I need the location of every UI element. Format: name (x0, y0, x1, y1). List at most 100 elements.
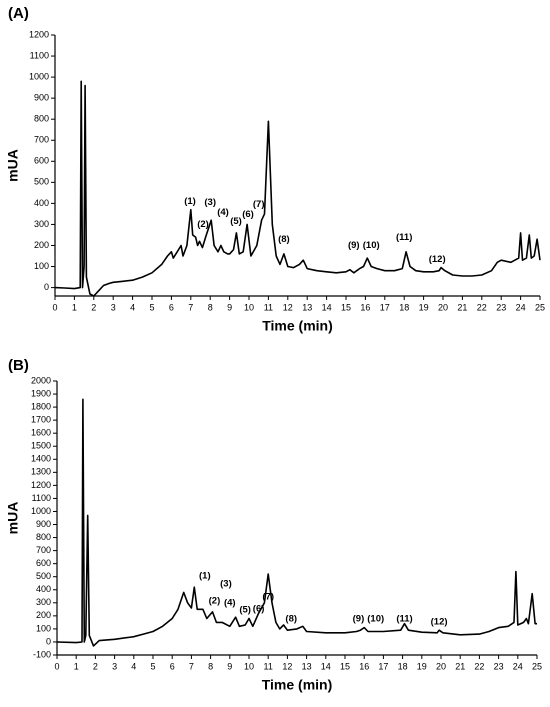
peak-label: (8) (278, 234, 290, 245)
x-tick-label: 22 (474, 661, 484, 671)
x-tick-label: 3 (112, 661, 117, 671)
x-tick-label: 1 (72, 302, 77, 312)
panel-title: (A) (8, 5, 29, 22)
x-tick-label: 15 (341, 302, 351, 312)
y-tick-label: 800 (34, 114, 49, 124)
x-tick-label: 16 (359, 661, 369, 671)
x-tick-label: 1 (74, 661, 79, 671)
peak-label: (2) (209, 595, 221, 606)
peak-label: (11) (396, 232, 412, 243)
y-tick-label: 1500 (31, 441, 51, 451)
y-tick-label: 2000 (31, 375, 51, 385)
x-tick-label: 11 (264, 302, 273, 312)
x-tick-label: 8 (208, 661, 213, 671)
x-tick-label: 4 (131, 661, 136, 671)
x-tick-label: 7 (188, 302, 193, 312)
x-tick-label: 11 (264, 661, 273, 671)
y-tick-label: 1300 (31, 467, 51, 477)
x-tick-label: 25 (535, 302, 545, 312)
peak-label: (1) (199, 571, 211, 582)
x-tick-label: 8 (208, 302, 213, 312)
y-axis-label: mUA (5, 502, 21, 535)
x-tick-label: 23 (494, 661, 504, 671)
y-tick-label: 1000 (29, 71, 49, 81)
peak-label: (9) (353, 614, 365, 625)
peak-label: (5) (230, 216, 242, 227)
peak-label: (3) (220, 579, 232, 590)
y-tick-label: 0 (46, 636, 51, 646)
peak-label: (10) (363, 240, 380, 251)
x-tick-label: 24 (513, 661, 523, 671)
x-tick-label: 10 (244, 302, 254, 312)
x-tick-label: 20 (438, 302, 448, 312)
peak-label: (6) (242, 209, 254, 220)
x-tick-label: 21 (457, 302, 467, 312)
peak-label: (2) (197, 219, 209, 230)
y-tick-label: 1900 (31, 388, 51, 398)
x-tick-label: 6 (169, 302, 174, 312)
x-tick-label: 19 (419, 302, 429, 312)
y-tick-label: 100 (36, 623, 51, 633)
x-tick-label: 13 (302, 302, 312, 312)
y-tick-label: 100 (34, 261, 49, 271)
y-tick-label: 300 (34, 219, 49, 229)
y-tick-label: 1400 (31, 454, 51, 464)
y-tick-label: 0 (44, 282, 49, 292)
peak-label: (12) (429, 254, 446, 265)
x-tick-label: 18 (398, 661, 408, 671)
x-tick-label: 0 (52, 302, 57, 312)
y-tick-label: 700 (36, 545, 51, 555)
x-tick-label: 9 (227, 661, 232, 671)
x-tick-label: 16 (360, 302, 370, 312)
y-tick-label: 900 (36, 519, 51, 529)
x-tick-label: 17 (378, 661, 388, 671)
x-tick-label: 24 (516, 302, 526, 312)
x-tick-label: 4 (130, 302, 135, 312)
x-tick-label: 5 (150, 661, 155, 671)
chromatogram-line (54, 80, 541, 297)
x-tick-label: 25 (532, 661, 542, 671)
y-tick-label: 1100 (30, 50, 49, 60)
peak-label: (12) (431, 617, 448, 628)
x-tick-label: 21 (455, 661, 465, 671)
x-axis-label: Time (min) (262, 318, 333, 334)
x-tick-label: 13 (302, 661, 312, 671)
x-tick-label: 23 (496, 302, 506, 312)
y-tick-label: 600 (36, 558, 51, 568)
chromatogram-line (56, 398, 537, 647)
y-tick-label: 800 (36, 532, 51, 542)
y-tick-label: 500 (36, 571, 51, 581)
y-tick-label: 200 (36, 610, 51, 620)
x-tick-label: 7 (189, 661, 194, 671)
x-tick-label: 2 (93, 661, 98, 671)
x-axis-label: Time (min) (262, 677, 333, 693)
x-tick-label: 3 (111, 302, 116, 312)
y-tick-label: 400 (36, 584, 51, 594)
y-axis-label: mUA (5, 149, 21, 182)
peak-label: (10) (367, 614, 384, 625)
x-tick-label: 17 (380, 302, 390, 312)
peak-label: (11) (396, 614, 412, 625)
x-tick-label: 6 (170, 661, 175, 671)
peak-label: (9) (348, 240, 360, 251)
peak-label: (1) (184, 196, 196, 207)
peak-label: (4) (224, 597, 236, 608)
y-tick-label: 1200 (29, 29, 49, 39)
x-tick-label: 19 (417, 661, 427, 671)
peak-label: (3) (204, 197, 216, 208)
y-tick-label: 1800 (31, 401, 51, 411)
x-tick-label: 12 (283, 302, 293, 312)
y-tick-label: 900 (34, 93, 49, 103)
peak-label: (7) (253, 199, 265, 210)
x-tick-label: 14 (322, 302, 332, 312)
x-tick-label: 0 (54, 661, 59, 671)
y-tick-label: -100 (33, 649, 51, 659)
y-tick-label: 400 (34, 198, 49, 208)
y-tick-label: 1200 (31, 480, 51, 490)
x-tick-label: 15 (340, 661, 350, 671)
peak-label: (7) (262, 591, 274, 602)
x-tick-label: 20 (436, 661, 446, 671)
peak-label: (6) (253, 603, 265, 614)
x-tick-label: 9 (227, 302, 232, 312)
